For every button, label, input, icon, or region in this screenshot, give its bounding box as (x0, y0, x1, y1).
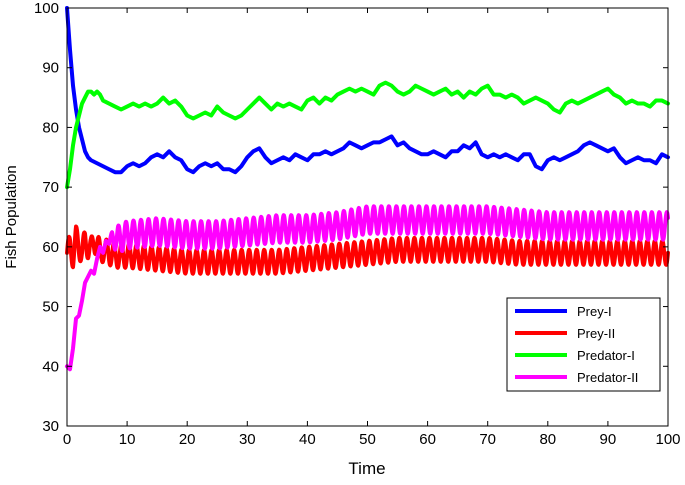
series-line-predator-i (65, 80, 670, 190)
y-tick-label: 60 (42, 239, 59, 256)
series-line-prey-ii (65, 224, 670, 276)
y-tick-label: 30 (42, 418, 59, 435)
x-tick-label: 100 (655, 431, 680, 448)
y-axis-ticks: 30 40 50 60 70 80 90 100 (34, 0, 668, 435)
x-tick-label: 30 (239, 431, 256, 448)
x-tick-label: 50 (359, 431, 376, 448)
legend: Prey-I Prey-II Predator-I Predator-II (506, 297, 661, 392)
x-tick-label: 40 (299, 431, 316, 448)
y-tick-label: 100 (34, 0, 59, 17)
legend-label-predator-i: Predator-I (577, 348, 635, 363)
x-tick-label: 20 (179, 431, 196, 448)
y-tick-label: 80 (42, 119, 59, 136)
y-tick-label: 40 (42, 358, 59, 375)
x-tick-label: 90 (600, 431, 617, 448)
series-line-prey-i (65, 6, 670, 175)
x-tick-label: 80 (539, 431, 556, 448)
y-tick-label: 50 (42, 299, 59, 316)
x-axis-label: Time (348, 459, 385, 478)
legend-label-prey-ii: Prey-II (577, 326, 615, 341)
legend-label-prey-i: Prey-I (577, 304, 612, 319)
x-tick-label: 10 (119, 431, 136, 448)
x-tick-label: 60 (419, 431, 436, 448)
x-axis-ticks: 0 10 20 30 40 50 60 70 80 90 100 (63, 8, 681, 448)
x-tick-label: 0 (63, 431, 71, 448)
y-tick-label: 90 (42, 60, 59, 77)
x-tick-label: 70 (479, 431, 496, 448)
legend-entries: Prey-I Prey-II Predator-I Predator-II (515, 304, 638, 385)
y-tick-label: 70 (42, 179, 59, 196)
series-line-predator-ii (65, 204, 670, 372)
series-layer (65, 6, 670, 372)
y-axis-label: Fish Population (3, 165, 20, 268)
legend-label-predator-ii: Predator-II (577, 370, 638, 385)
